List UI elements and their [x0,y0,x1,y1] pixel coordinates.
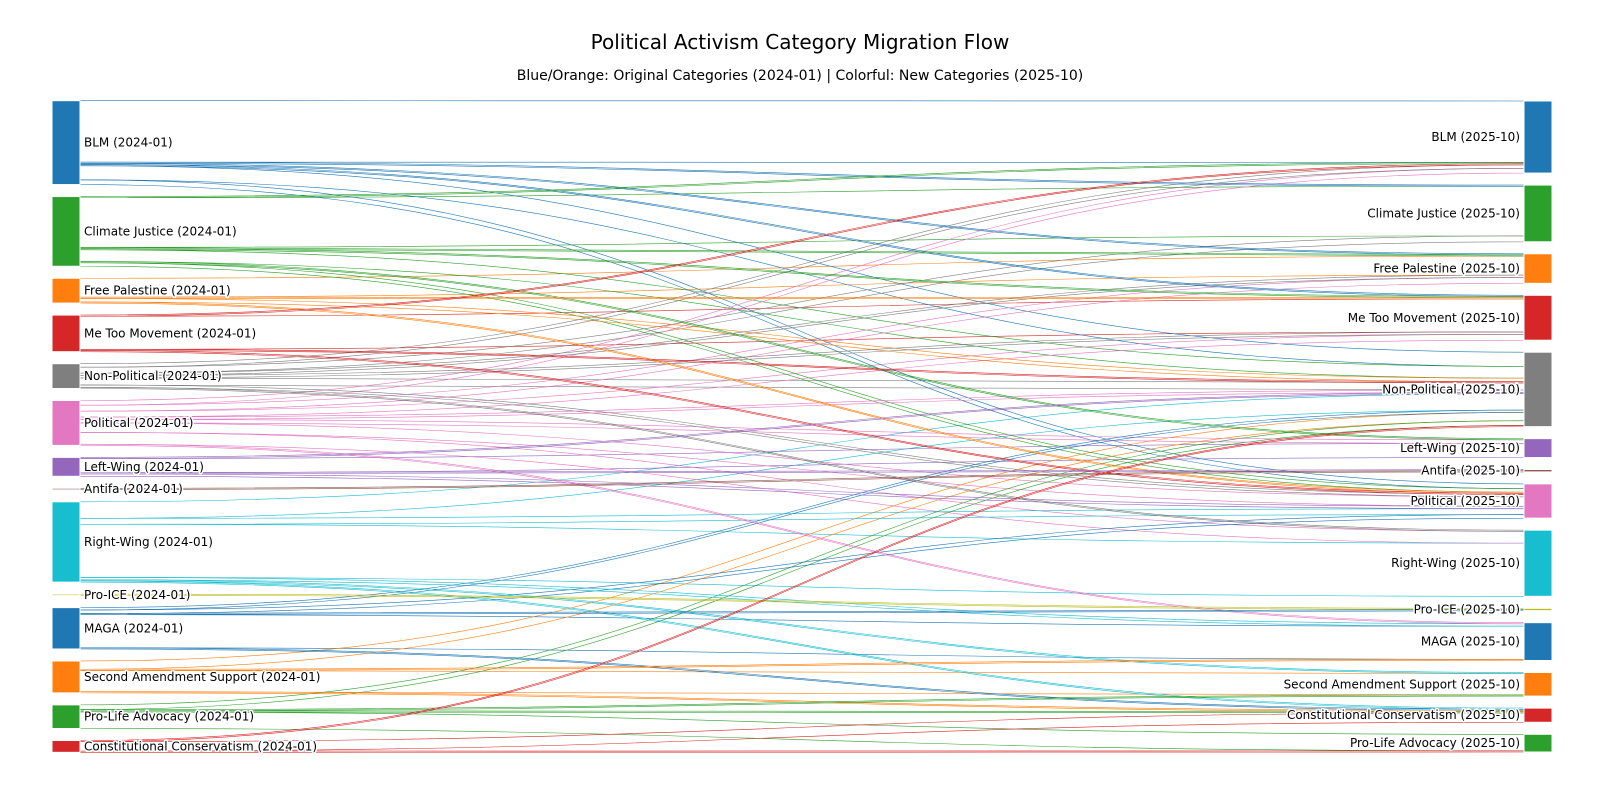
chart-subtitle: Blue/Orange: Original Categories (2024-0… [517,68,1084,84]
source-label-left-wing: Left-Wing (2024-01) [84,460,204,474]
target-label-left-wing: Left-Wing (2025-10) [1400,441,1520,455]
source-label-climate-justice: Climate Justice (2024-01) [84,224,237,238]
source-label-blm: BLM (2024-01) [84,136,173,150]
flow-blm-to-climate-justice[interactable] [79,161,1525,187]
target-node-me-too-movement[interactable] [1523,294,1553,341]
target-label-pro-life-advocacy: Pro-Life Advocacy (2025-10) [1350,736,1520,750]
target-node-left-wing[interactable] [1523,438,1553,459]
source-label-right-wing: Right-Wing (2024-01) [84,535,213,549]
target-label-antifa: Antifa (2025-10) [1421,464,1520,478]
flow-non-political-to-right-wing[interactable] [79,387,1525,532]
flow-free-palestine-to-me-too-movement[interactable] [79,296,1525,300]
target-label-free-palestine: Free Palestine (2025-10) [1373,262,1520,276]
flow-blm-to-free-palestine[interactable] [79,162,1525,256]
source-label-non-political: Non-Political (2024-01) [84,369,222,383]
flow-maga-to-political[interactable] [79,514,1525,614]
target-label-constitutional-conservatism: Constitutional Conservatism (2025-10) [1287,708,1520,722]
target-label-second-amendment-support: Second Amendment Support (2025-10) [1284,677,1520,691]
source-label-constitutional-conservatism: Constitutional Conservatism (2024-01) [84,739,317,753]
flow-maga-to-non-political[interactable] [79,409,1525,611]
target-node-maga[interactable] [1523,622,1553,661]
source-label-antifa: Antifa (2024-01) [84,482,183,496]
target-node-antifa[interactable] [1523,469,1553,473]
target-node-right-wing[interactable] [1523,529,1553,597]
source-node-right-wing[interactable] [51,501,81,583]
target-node-pro-ice[interactable] [1523,607,1553,612]
source-label-second-amendment-support: Second Amendment Support (2024-01) [84,670,320,684]
target-label-climate-justice: Climate Justice (2025-10) [1367,206,1520,220]
flow-pro-ice-to-pro-ice[interactable] [79,593,1525,610]
flow-right-wing-to-maga[interactable] [79,577,1525,627]
flow-links [79,100,1525,753]
source-node-me-too-movement[interactable] [51,314,81,353]
source-node-maga[interactable] [51,607,81,650]
flow-non-political-to-political[interactable] [79,384,1525,498]
source-label-pro-ice: Pro-ICE (2024-01) [84,588,190,602]
target-label-me-too-movement: Me Too Movement (2025-10) [1348,311,1520,325]
flow-right-wing-to-non-political[interactable] [79,393,1525,519]
node-labels: BLM (2024-01) Climate Justice (2024-01) Fr… [83,129,1522,755]
target-label-right-wing: Right-Wing (2025-10) [1391,556,1520,570]
source-label-maga: MAGA (2024-01) [84,621,183,635]
target-node-political[interactable] [1523,483,1553,519]
target-node-pro-life-advocacy[interactable] [1523,733,1553,753]
target-node-non-political[interactable] [1523,351,1553,428]
source-node-constitutional-conservatism[interactable] [51,740,81,753]
source-node-free-palestine[interactable] [51,277,81,304]
target-label-maga: MAGA (2025-10) [1421,635,1520,649]
chart-title: Political Activism Category Migration Fl… [591,30,1010,54]
source-node-political[interactable] [51,400,81,446]
source-label-me-too-movement: Me Too Movement (2024-01) [84,326,256,340]
source-node-blm[interactable] [51,100,81,186]
source-node-pro-life-advocacy[interactable] [51,704,81,730]
target-label-pro-ice: Pro-ICE (2025-10) [1414,602,1520,616]
flow-free-palestine-to-free-palestine[interactable] [79,255,1525,298]
target-label-non-political: Non-Political (2025-10) [1382,382,1520,396]
flow-me-too-movement-to-non-political[interactable] [79,349,1525,384]
flow-non-political-to-me-too-movement[interactable] [79,331,1525,379]
source-node-left-wing[interactable] [51,456,81,477]
flow-non-political-to-non-political[interactable] [79,377,1525,391]
target-label-political: Political (2025-10) [1411,494,1520,508]
target-node-climate-justice[interactable] [1523,184,1553,243]
target-node-blm[interactable] [1523,100,1553,174]
source-label-pro-life-advocacy: Pro-Life Advocacy (2024-01) [84,710,254,724]
source-node-climate-justice[interactable] [51,196,81,267]
flow-second-amendment-support-to-maga[interactable] [79,658,1525,671]
source-label-free-palestine: Free Palestine (2024-01) [84,284,231,298]
source-node-antifa[interactable] [51,487,81,491]
source-node-non-political[interactable] [51,363,81,390]
source-node-pro-ice[interactable] [51,593,81,597]
flow-blm-to-blm[interactable] [79,100,1525,163]
source-node-second-amendment-support[interactable] [51,660,81,694]
flow-maga-to-maga[interactable] [79,614,1525,660]
target-node-free-palestine[interactable] [1523,253,1553,284]
target-label-blm: BLM (2025-10) [1431,130,1520,144]
category-nodes [51,100,1553,753]
target-node-second-amendment-support[interactable] [1523,671,1553,697]
source-label-political: Political (2024-01) [84,416,193,430]
target-node-constitutional-conservatism[interactable] [1523,707,1553,723]
